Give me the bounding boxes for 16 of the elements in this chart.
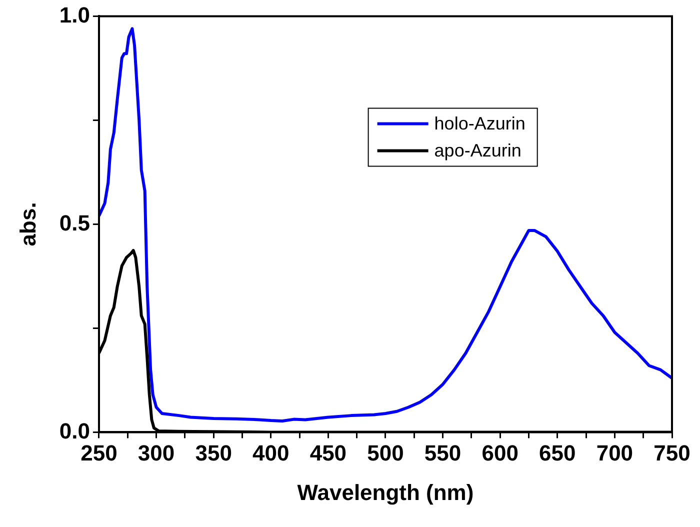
x-tick-label: 550 [424,440,462,466]
x-tick-label: 750 [654,440,690,466]
x-tick-label: 700 [596,440,634,466]
x-axis-title: Wavelength (nm) [297,480,474,505]
y-tick-label: 1.0 [59,2,90,28]
legend-label: holo-Azurin [434,114,526,134]
y-axis-title: abs. [15,202,40,246]
x-tick-label: 450 [310,440,347,466]
x-tick-label: 600 [482,440,518,466]
y-tick-label: 0.5 [59,210,90,236]
x-tick-label: 650 [539,440,576,466]
x-tick-label: 500 [367,440,404,466]
x-tick-label: 300 [138,440,175,466]
x-tick-label: 400 [252,440,290,466]
legend-label: apo-Azurin [434,140,522,161]
x-tick-label: 350 [195,440,232,466]
